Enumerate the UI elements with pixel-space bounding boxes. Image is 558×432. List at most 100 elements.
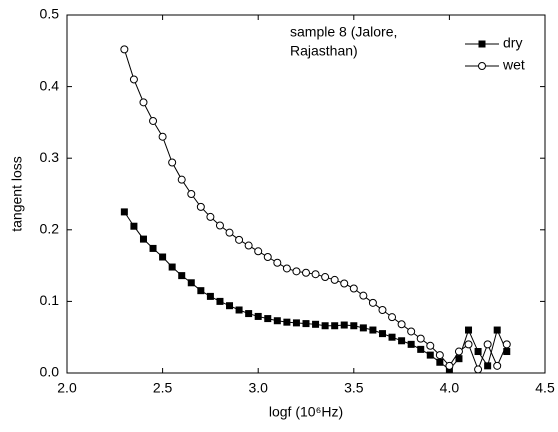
marker: [282, 264, 291, 273]
marker: [483, 340, 492, 349]
marker: [216, 297, 224, 305]
legend-marker: [478, 62, 486, 70]
marker: [312, 320, 320, 328]
marker: [321, 322, 329, 330]
marker: [130, 222, 138, 230]
marker: [454, 347, 463, 356]
marker: [158, 132, 167, 141]
marker: [407, 327, 416, 336]
marker: [187, 279, 195, 287]
y-tick-label: 0.2: [40, 221, 60, 237]
x-axis-label: logf (10⁶Hz): [269, 404, 343, 420]
x-tick-label: 4.0: [440, 380, 460, 396]
marker: [292, 267, 301, 276]
marker: [254, 312, 262, 320]
marker: [129, 75, 138, 84]
marker: [359, 291, 368, 300]
marker: [168, 263, 176, 271]
marker: [264, 315, 272, 323]
marker: [340, 279, 349, 288]
y-tick-label: 0.3: [40, 149, 60, 165]
marker: [197, 287, 205, 295]
marker: [359, 324, 367, 332]
marker: [187, 190, 196, 198]
marker: [302, 320, 310, 328]
plot-frame: [66, 14, 546, 374]
marker: [159, 253, 167, 261]
marker: [350, 322, 358, 330]
marker: [235, 306, 243, 314]
marker: [292, 319, 300, 327]
x-tick-label: 3.0: [248, 380, 268, 396]
y-tick-label: 0.4: [40, 77, 60, 93]
marker: [368, 298, 377, 307]
marker: [503, 348, 511, 356]
legend-label: wet: [502, 57, 525, 73]
x-tick-label: 3.5: [344, 380, 364, 396]
marker: [426, 351, 434, 359]
marker: [474, 365, 483, 374]
marker: [349, 284, 358, 293]
marker: [378, 330, 386, 338]
marker: [263, 253, 272, 262]
marker: [215, 221, 224, 230]
marker: [283, 318, 291, 326]
marker: [416, 334, 425, 343]
x-tick-label: 2.5: [153, 380, 173, 396]
marker: [206, 292, 214, 300]
legend-marker: [478, 40, 486, 48]
marker: [196, 202, 205, 211]
marker: [330, 275, 339, 284]
series-line: [123, 211, 508, 371]
marker: [149, 244, 157, 252]
marker: [388, 333, 396, 341]
marker: [321, 273, 330, 282]
x-tick-label: 4.5: [535, 380, 555, 396]
annotation: Rajasthan): [290, 43, 358, 59]
marker: [493, 361, 502, 370]
marker: [120, 45, 129, 54]
marker: [435, 351, 444, 360]
marker: [273, 317, 281, 325]
annotation: sample 8 (Jalore,: [290, 24, 397, 40]
marker: [178, 272, 186, 280]
x-tick-label: 2.0: [57, 380, 77, 396]
marker: [388, 313, 397, 322]
marker: [417, 345, 425, 353]
legend-label: dry: [503, 35, 522, 51]
y-tick-label: 0.0: [40, 364, 60, 380]
marker: [493, 326, 501, 334]
marker: [235, 235, 244, 244]
marker: [139, 98, 148, 107]
marker: [177, 175, 186, 184]
marker: [245, 310, 253, 318]
marker: [168, 158, 177, 167]
marker: [445, 361, 454, 370]
marker: [149, 116, 158, 125]
marker: [120, 208, 128, 216]
marker: [340, 321, 348, 329]
marker: [254, 247, 263, 256]
marker: [464, 340, 473, 349]
marker: [455, 355, 463, 363]
marker: [244, 241, 253, 250]
marker: [139, 235, 147, 243]
marker: [426, 341, 435, 350]
marker: [378, 305, 387, 314]
marker: [206, 212, 215, 221]
marker: [502, 340, 511, 349]
marker: [407, 340, 415, 348]
marker: [398, 337, 406, 345]
marker: [225, 228, 234, 237]
y-axis-label: tangent loss: [9, 156, 25, 232]
y-tick-label: 0.5: [40, 6, 60, 22]
marker: [302, 268, 310, 277]
marker: [331, 322, 339, 330]
marker: [397, 320, 406, 329]
marker: [474, 348, 482, 356]
y-tick-label: 0.1: [40, 292, 60, 308]
marker: [465, 326, 473, 334]
marker: [484, 362, 492, 370]
marker: [436, 358, 444, 366]
